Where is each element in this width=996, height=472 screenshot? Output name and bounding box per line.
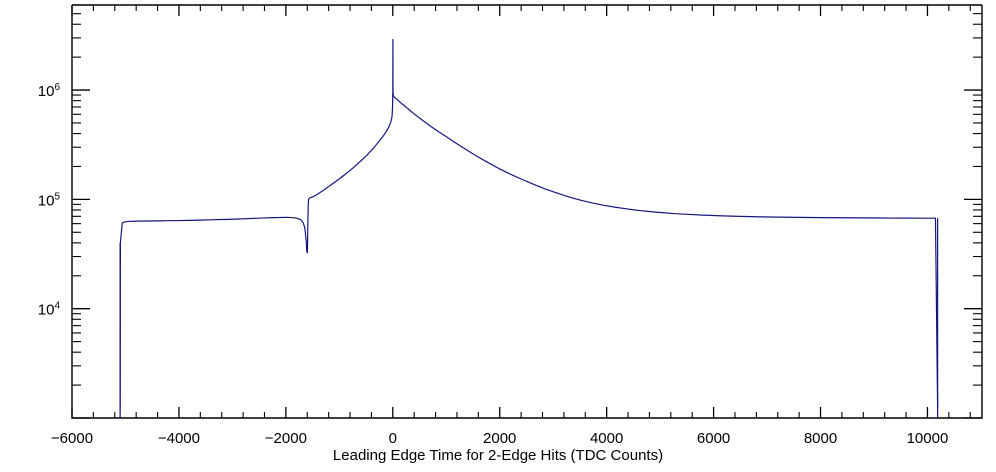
- x-tick-label: −4000: [158, 430, 200, 447]
- x-tick-label: 10000: [907, 430, 949, 447]
- y-tick-label: 106: [38, 82, 61, 100]
- plot-frame: [71, 5, 983, 419]
- data-series-group: [119, 38, 939, 418]
- x-tick-label: −2000: [265, 430, 307, 447]
- x-tick-label: 0: [389, 430, 397, 447]
- x-tick-label: 6000: [697, 430, 730, 447]
- x-tick-label: −6000: [51, 430, 93, 447]
- y-tick-label: 104: [38, 301, 61, 319]
- axes-group: [71, 4, 983, 419]
- x-axis-title: Leading Edge Time for 2-Edge Hits (TDC C…: [332, 447, 664, 464]
- x-tick-label: 8000: [804, 430, 837, 447]
- data-curve: [119, 38, 939, 410]
- x-axis-title-holder: Leading Edge Time for 2-Edge Hits (TDC C…: [0, 447, 996, 465]
- y-tick-label: 105: [38, 191, 61, 209]
- tick-labels-group: −6000 −4000 −2000 0 2000 4000 6000 8000 10000 104…: [38, 82, 949, 447]
- x-tick-label: 4000: [590, 430, 623, 447]
- x-tick-label: 2000: [483, 430, 516, 447]
